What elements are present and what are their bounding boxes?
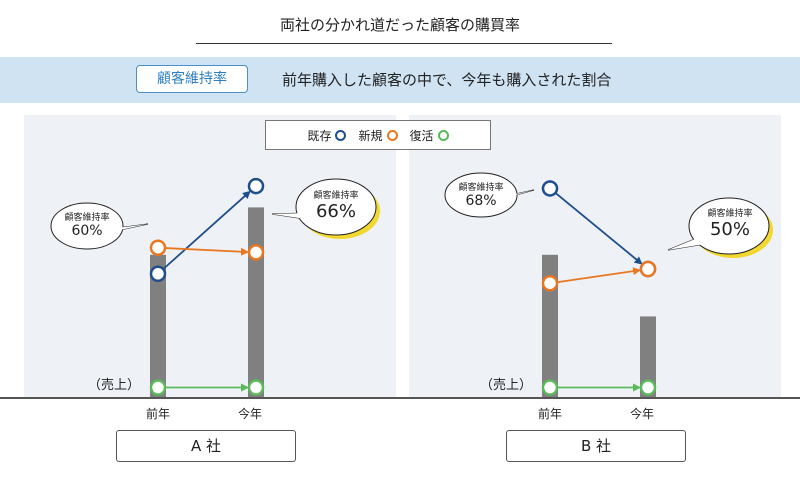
bubble-a-1 [295, 178, 377, 236]
bubble-value-b-curr: 50% [709, 219, 750, 240]
legend-label-returning: 復活 [409, 128, 434, 143]
series-point-a-1-1 [247, 244, 265, 261]
sales-bar-a-0 [150, 254, 166, 397]
bubble-text-a-curr: 顧客維持率 66% [296, 188, 376, 222]
x-tick-b-curr: 今年 [629, 407, 654, 421]
bubble-text-b-prev: 顧客維持率 68% [448, 180, 514, 209]
bubble-text-a-prev: 顧客維持率 60% [54, 210, 120, 239]
legend-label-new: 新規 [358, 128, 383, 143]
legend-dot-new [386, 129, 398, 141]
bubble-b-0 [444, 172, 518, 218]
series-line-b-1 [549, 267, 642, 285]
legend-label-existing: 既存 [307, 128, 332, 143]
bubble-a-0 [50, 202, 124, 250]
bubble-label-b-prev: 顧客維持率 [458, 183, 504, 193]
title-underline [196, 43, 612, 44]
x-tick-a-curr: 今年 [237, 407, 262, 421]
series-point-a-0-1 [247, 177, 265, 195]
legend-item-existing: 既存 [307, 127, 347, 144]
x-tick-a-prev: 前年 [145, 407, 170, 421]
series-point-b-2-0 [541, 379, 559, 396]
bubble-label-b-curr: 顧客維持率 [707, 209, 753, 219]
bubble-label-a-prev: 顧客維持率 [64, 213, 110, 223]
bubble-value-a-prev: 60% [71, 223, 103, 239]
sales-bar-b-1 [640, 316, 656, 397]
legend-dot-returning [437, 129, 449, 141]
page-title: 両社の分かれ道だった顧客の購買率 [279, 16, 520, 34]
info-band: 顧客維持率 前年購入した顧客の中で、今年も購入された割合 [0, 57, 800, 103]
series-line-a-0 [157, 190, 251, 275]
series-line-a-1 [157, 246, 250, 256]
sales-label-b: （売上） [480, 378, 533, 393]
company-label-b: B 社 [506, 430, 686, 462]
series-point-a-2-0 [149, 379, 167, 396]
bubble-label-a-curr: 顧客維持率 [313, 191, 359, 201]
legend: 既存 新規 復活 [265, 120, 491, 150]
bubble-tail-fill-b-1 [668, 231, 721, 250]
retention-description: 前年購入した顧客の中で、今年も購入された割合 [282, 71, 612, 89]
chart-baseline [0, 397, 800, 399]
bubble-value-b-prev: 68% [465, 193, 497, 209]
series-point-a-2-1 [247, 379, 265, 396]
legend-item-new: 新規 [358, 127, 398, 144]
legend-item-returning: 復活 [410, 127, 449, 144]
series-point-b-1-1 [639, 260, 657, 278]
bubble-tail-fill-a-1 [272, 212, 328, 223]
chart-panel-a [24, 115, 396, 397]
sales-label-a: （売上） [88, 378, 141, 393]
bubble-text-b-curr: 顧客維持率 50% [690, 206, 770, 240]
series-point-b-2-1 [639, 379, 657, 396]
bubble-value-a-curr: 66% [315, 201, 356, 222]
sales-bar-a-1 [248, 207, 264, 397]
company-label-a: A 社 [116, 430, 296, 462]
series-point-b-1-0 [541, 274, 559, 292]
series-point-b-0-0 [541, 180, 559, 197]
x-tick-b-prev: 前年 [537, 407, 562, 421]
legend-dot-existing [335, 129, 347, 141]
retention-tag: 顧客維持率 [136, 65, 248, 93]
series-point-a-0-0 [149, 265, 167, 283]
series-line-b-0 [549, 187, 643, 265]
series-point-a-1-0 [149, 239, 167, 256]
bubble-tail-fill-a-0 [79, 224, 148, 239]
bubble-tail-fill-b-0 [473, 190, 534, 208]
